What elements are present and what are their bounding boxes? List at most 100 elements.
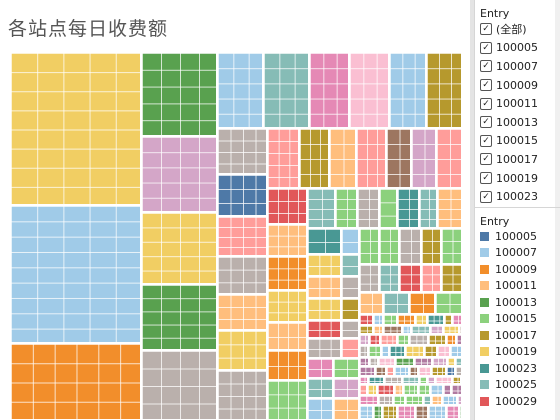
treemap-cell[interactable] bbox=[349, 52, 389, 128]
treemap-cell[interactable] bbox=[267, 290, 307, 322]
treemap-cell[interactable] bbox=[456, 334, 462, 345]
treemap-cell[interactable] bbox=[450, 345, 462, 357]
legend-item[interactable]: 100025 bbox=[475, 377, 560, 394]
treemap-cell[interactable] bbox=[399, 228, 421, 264]
treemap-cell[interactable] bbox=[431, 366, 446, 376]
filter-item[interactable]: ✓ 100023 bbox=[475, 187, 560, 206]
treemap-cell[interactable] bbox=[359, 405, 373, 419]
legend-item[interactable]: 100017 bbox=[475, 327, 560, 344]
treemap-cell[interactable] bbox=[307, 358, 333, 378]
treemap-cell[interactable] bbox=[411, 128, 436, 188]
treemap-cell[interactable] bbox=[428, 334, 446, 345]
treemap-cell[interactable] bbox=[309, 52, 349, 128]
checkbox-checked-icon[interactable]: ✓ bbox=[480, 60, 492, 73]
treemap-cell[interactable] bbox=[461, 376, 463, 384]
treemap-cell[interactable] bbox=[380, 334, 397, 345]
treemap-cell[interactable] bbox=[217, 216, 267, 256]
treemap-cell[interactable] bbox=[421, 228, 441, 264]
treemap-cell[interactable] bbox=[427, 314, 444, 325]
treemap-cell[interactable] bbox=[307, 188, 335, 228]
treemap-cell[interactable] bbox=[405, 395, 423, 405]
treemap-cell[interactable] bbox=[356, 128, 386, 188]
treemap-cell[interactable] bbox=[369, 334, 380, 345]
treemap-cell[interactable] bbox=[267, 256, 307, 290]
treemap-cell[interactable] bbox=[436, 128, 462, 188]
treemap-cell[interactable] bbox=[455, 357, 462, 366]
treemap-cell[interactable] bbox=[217, 174, 267, 216]
treemap-cell[interactable] bbox=[397, 188, 419, 228]
treemap-cell[interactable] bbox=[415, 314, 427, 325]
treemap-cell[interactable] bbox=[141, 284, 217, 350]
treemap-cell[interactable] bbox=[267, 350, 307, 380]
filter-item[interactable]: ✓ 100019 bbox=[475, 169, 560, 188]
treemap-cell[interactable] bbox=[432, 357, 447, 366]
treemap-cell[interactable] bbox=[359, 376, 368, 384]
treemap-cell[interactable] bbox=[368, 345, 381, 357]
treemap-cell[interactable] bbox=[267, 380, 307, 420]
treemap-cell[interactable] bbox=[333, 398, 359, 420]
treemap-cell[interactable] bbox=[435, 376, 452, 384]
treemap-cell[interactable] bbox=[217, 128, 267, 174]
treemap-cell[interactable] bbox=[217, 330, 267, 370]
treemap-cell[interactable] bbox=[217, 256, 267, 294]
treemap-cell[interactable] bbox=[427, 376, 435, 384]
legend-item[interactable]: 100009 bbox=[475, 261, 560, 278]
treemap-cell[interactable] bbox=[359, 395, 378, 405]
treemap-cell[interactable] bbox=[141, 136, 217, 212]
legend-item[interactable]: 100013 bbox=[475, 294, 560, 311]
treemap-cell[interactable] bbox=[357, 188, 379, 228]
filter-item[interactable]: ✓ 100007 bbox=[475, 57, 560, 76]
checkbox-checked-icon[interactable]: ✓ bbox=[480, 41, 492, 54]
treemap-cell[interactable] bbox=[383, 325, 402, 334]
treemap-cell[interactable] bbox=[409, 334, 428, 345]
treemap-cell[interactable] bbox=[430, 325, 443, 334]
treemap-cell[interactable] bbox=[397, 314, 415, 325]
treemap-cell[interactable] bbox=[409, 292, 435, 314]
filter-item[interactable]: ✓ 100011 bbox=[475, 94, 560, 113]
treemap-cell[interactable] bbox=[409, 366, 418, 376]
treemap-cell[interactable] bbox=[263, 52, 309, 128]
treemap-cell[interactable] bbox=[428, 405, 446, 419]
filter-scrollbar[interactable] bbox=[555, 0, 560, 207]
checkbox-checked-icon[interactable]: ✓ bbox=[480, 23, 492, 36]
treemap-cell[interactable] bbox=[368, 376, 384, 384]
treemap-cell[interactable] bbox=[447, 357, 455, 366]
treemap-cell[interactable] bbox=[394, 366, 409, 376]
checkbox-checked-icon[interactable]: ✓ bbox=[480, 116, 492, 129]
treemap-cell[interactable] bbox=[373, 325, 383, 334]
treemap-cell[interactable] bbox=[402, 325, 411, 334]
treemap-cell[interactable] bbox=[307, 398, 333, 420]
treemap-cell[interactable] bbox=[405, 345, 424, 357]
legend-item[interactable]: 100005 bbox=[475, 228, 560, 245]
treemap-cell[interactable] bbox=[335, 188, 357, 228]
treemap-cell[interactable] bbox=[423, 395, 431, 405]
legend-item[interactable]: 100011 bbox=[475, 278, 560, 295]
treemap-cell[interactable] bbox=[441, 228, 462, 264]
treemap-cell[interactable] bbox=[141, 52, 217, 136]
treemap-cell[interactable] bbox=[411, 325, 430, 334]
treemap-cell[interactable] bbox=[377, 384, 394, 395]
treemap-cell[interactable] bbox=[430, 384, 443, 395]
treemap-cell[interactable] bbox=[141, 350, 217, 420]
treemap-cell[interactable] bbox=[307, 276, 341, 298]
treemap-cell[interactable] bbox=[418, 366, 431, 376]
treemap-cell[interactable] bbox=[395, 357, 414, 366]
treemap-cell[interactable] bbox=[383, 292, 409, 314]
filter-item[interactable]: ✓ 100015 bbox=[475, 132, 560, 151]
treemap-cell[interactable] bbox=[435, 292, 462, 314]
treemap-cell[interactable] bbox=[452, 376, 461, 384]
treemap-cell[interactable] bbox=[359, 384, 367, 395]
treemap-cell[interactable] bbox=[394, 384, 403, 395]
treemap-cell[interactable] bbox=[451, 384, 462, 395]
treemap-cell[interactable] bbox=[359, 325, 373, 334]
panel-divider[interactable] bbox=[470, 0, 474, 420]
treemap-cell[interactable] bbox=[341, 254, 359, 276]
filter-item[interactable]: ✓ 100009 bbox=[475, 76, 560, 95]
treemap-cell[interactable] bbox=[359, 314, 373, 325]
treemap-cell[interactable] bbox=[333, 358, 359, 378]
treemap-cell[interactable] bbox=[437, 345, 450, 357]
treemap-cell[interactable] bbox=[382, 405, 397, 419]
treemap-cell[interactable] bbox=[397, 405, 415, 419]
treemap-cell[interactable] bbox=[307, 298, 341, 320]
legend-item[interactable]: 100019 bbox=[475, 344, 560, 361]
